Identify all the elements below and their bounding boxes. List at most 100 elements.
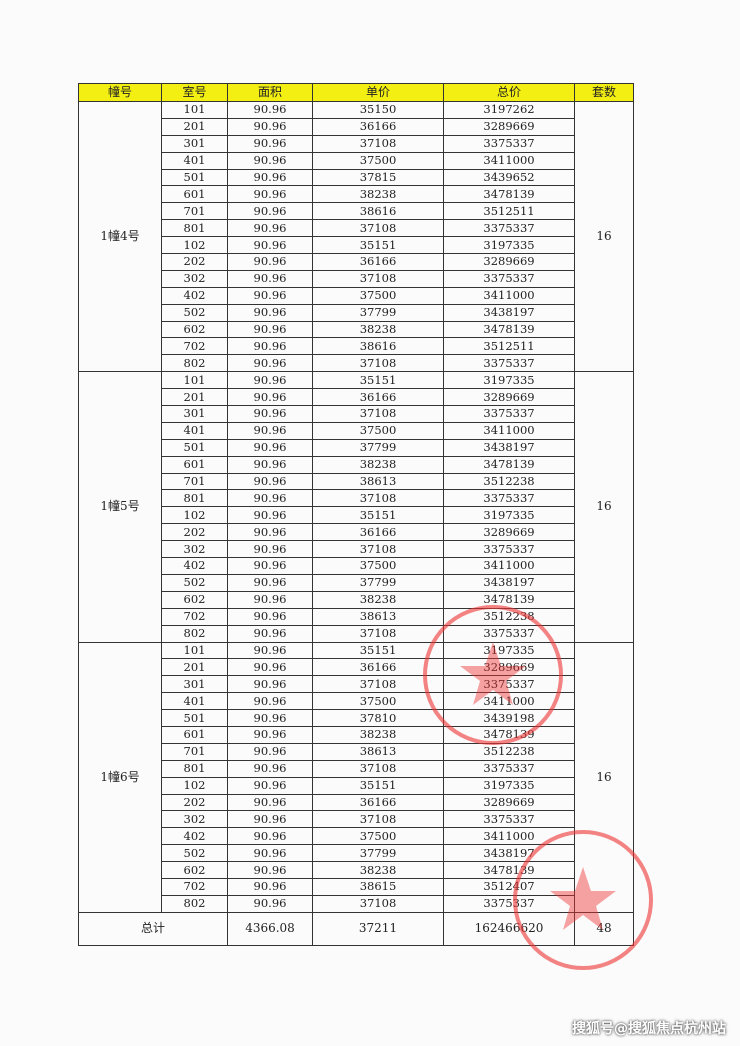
unit-price-cell: 37815 <box>312 168 444 187</box>
total-price-cell: 3438197 <box>443 303 575 322</box>
area-cell: 90.96 <box>227 894 313 913</box>
unit-price-cell: 37799 <box>312 303 444 322</box>
unit-price-cell: 37500 <box>312 692 444 711</box>
total-price-cell: 3375337 <box>443 354 575 373</box>
unit-price-cell: 36166 <box>312 388 444 407</box>
room-cell: 302 <box>161 540 228 559</box>
total-price-cell: 3197335 <box>443 371 575 390</box>
total-price-cell: 3375337 <box>443 489 575 508</box>
header-room: 室号 <box>161 83 228 102</box>
table-row: 401 90.96 37500 3411000 <box>79 151 634 170</box>
table-row: 702 90.96 38613 3512238 <box>79 607 634 626</box>
table-row: 701 90.96 38613 3512238 <box>79 742 634 761</box>
room-cell: 401 <box>161 421 228 440</box>
room-cell: 502 <box>161 573 228 592</box>
area-cell: 90.96 <box>227 641 313 660</box>
area-cell: 90.96 <box>227 168 313 187</box>
total-price-cell: 3478139 <box>443 320 575 339</box>
area-cell: 90.96 <box>227 675 313 694</box>
total-price-cell: 3411000 <box>443 286 575 305</box>
room-cell: 302 <box>161 269 228 288</box>
room-cell: 602 <box>161 590 228 609</box>
total-price-cell: 3197262 <box>443 101 575 119</box>
room-cell: 802 <box>161 894 228 913</box>
area-cell: 90.96 <box>227 455 313 474</box>
unit-price-cell: 37799 <box>312 844 444 863</box>
table-row: 1幢5号 101 90.96 35151 3197335 16 <box>78 371 634 643</box>
unit-price-cell: 38616 <box>312 337 444 356</box>
room-cell: 402 <box>161 286 228 305</box>
unit-price-cell: 35151 <box>312 371 444 390</box>
total-price-cell: 3375337 <box>443 894 575 913</box>
table-row: 302 90.96 37108 3375337 <box>79 540 634 559</box>
total-price-cell: 3375337 <box>443 675 575 694</box>
room-cell: 401 <box>161 151 228 170</box>
total-unit-price: 37211 <box>312 911 444 946</box>
count-cell: 16 <box>574 371 634 643</box>
room-cell: 101 <box>161 371 228 390</box>
unit-price-cell: 38613 <box>312 742 444 761</box>
unit-price-cell: 38238 <box>312 185 444 204</box>
table-row: 102 90.96 35151 3197335 <box>79 236 634 255</box>
total-price-cell: 3439198 <box>443 709 575 727</box>
table-row: 602 90.96 38238 3478139 <box>79 590 634 609</box>
area-cell: 90.96 <box>227 827 313 846</box>
total-price-cell: 3512511 <box>443 202 575 221</box>
total-price-cell: 3512238 <box>443 607 575 626</box>
unit-price-cell: 37799 <box>312 438 444 457</box>
room-cell: 802 <box>161 354 228 373</box>
table-row: 502 90.96 37799 3438197 <box>79 573 634 592</box>
area-cell: 90.96 <box>227 573 313 592</box>
room-cell: 301 <box>161 405 228 423</box>
room-cell: 101 <box>161 641 228 660</box>
total-price-cell: 3478139 <box>443 861 575 879</box>
area-cell: 90.96 <box>227 742 313 761</box>
area-cell: 90.96 <box>227 405 313 423</box>
header-area: 面积 <box>227 83 313 102</box>
total-price-cell: 3197335 <box>443 506 575 525</box>
unit-price-cell: 37108 <box>312 405 444 423</box>
area-cell: 90.96 <box>227 709 313 727</box>
area-cell: 90.96 <box>227 540 313 559</box>
area-cell: 90.96 <box>227 337 313 356</box>
total-price-cell: 3197335 <box>443 641 575 660</box>
area-cell: 90.96 <box>227 117 313 136</box>
room-cell: 801 <box>161 219 228 238</box>
table-row: 402 90.96 37500 3411000 <box>79 557 634 575</box>
area-cell: 90.96 <box>227 236 313 255</box>
unit-price-cell: 36166 <box>312 793 444 812</box>
table-row: 801 90.96 37108 3375337 <box>79 489 634 508</box>
room-cell: 202 <box>161 523 228 542</box>
total-price-cell: 3289669 <box>443 253 575 271</box>
table-row: 401 90.96 37500 3411000 <box>79 421 634 440</box>
total-price-cell: 3512238 <box>443 472 575 491</box>
room-cell: 701 <box>161 202 228 221</box>
room-cell: 801 <box>161 489 228 508</box>
area-cell: 90.96 <box>227 776 313 795</box>
room-cell: 202 <box>161 793 228 812</box>
room-cell: 501 <box>161 709 228 727</box>
table-row: 602 90.96 38238 3478139 <box>79 320 634 339</box>
unit-price-cell: 37108 <box>312 540 444 559</box>
unit-price-cell: 35151 <box>312 641 444 660</box>
total-price-cell: 3289669 <box>443 388 575 407</box>
room-cell: 601 <box>161 725 228 744</box>
header-total-price: 总价 <box>443 83 575 102</box>
room-cell: 702 <box>161 607 228 626</box>
area-cell: 90.96 <box>227 219 313 238</box>
total-price-cell: 3375337 <box>443 540 575 559</box>
unit-price-cell: 35151 <box>312 236 444 255</box>
total-count: 48 <box>574 911 634 946</box>
area-cell: 90.96 <box>227 844 313 863</box>
room-cell: 602 <box>161 861 228 879</box>
total-price-cell: 3197335 <box>443 776 575 795</box>
total-row: 总计 4366.08 37211 162466620 48 <box>78 911 634 946</box>
building-cell: 1幢4号 <box>78 100 162 373</box>
area-cell: 90.96 <box>227 303 313 322</box>
table-row: 401 90.96 37500 3411000 <box>79 692 634 711</box>
total-price-cell: 3512511 <box>443 337 575 356</box>
unit-price-cell: 37108 <box>312 675 444 694</box>
unit-price-cell: 37799 <box>312 573 444 592</box>
room-cell: 402 <box>161 557 228 575</box>
table-row: 601 90.96 38238 3478139 <box>79 725 634 744</box>
